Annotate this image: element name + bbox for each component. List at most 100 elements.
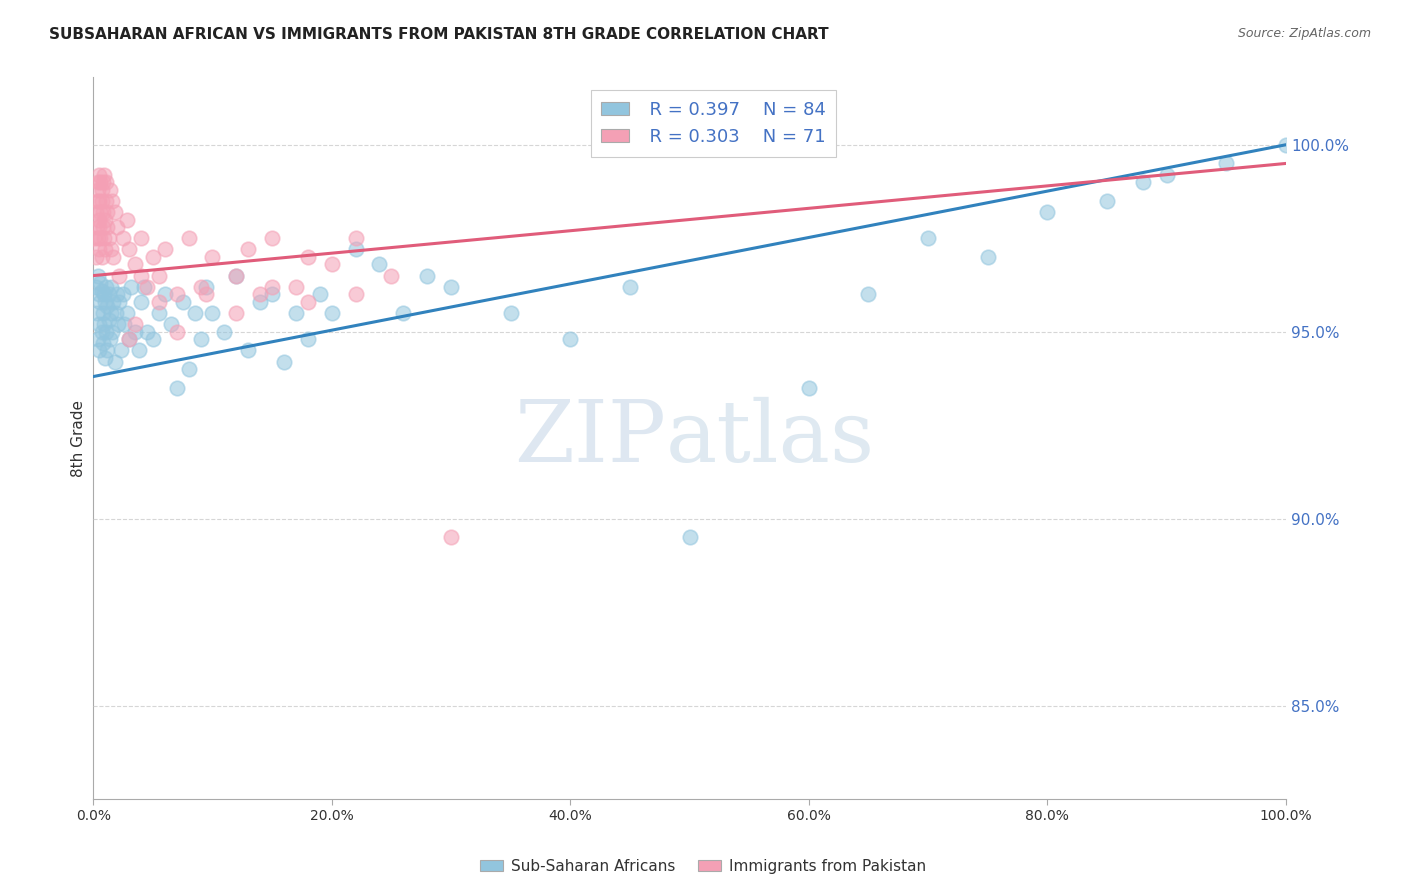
- Point: [96, 219, 118, 234]
- Point: [1215, 156, 1237, 170]
- Point: [440, 280, 463, 294]
- Point: [100, 306, 122, 320]
- Point: [96, 194, 118, 208]
- Point: [115, 212, 138, 227]
- Point: [297, 332, 319, 346]
- Point: [172, 294, 194, 309]
- Point: [96, 299, 118, 313]
- Point: [104, 354, 127, 368]
- Point: [129, 231, 152, 245]
- Point: [166, 325, 188, 339]
- Point: [89, 317, 111, 331]
- Point: [262, 287, 284, 301]
- Point: [89, 168, 111, 182]
- Point: [1275, 137, 1298, 152]
- Point: [108, 294, 131, 309]
- Point: [201, 250, 224, 264]
- Point: [96, 280, 118, 294]
- Point: [89, 219, 111, 234]
- Point: [135, 280, 157, 294]
- Point: [86, 219, 108, 234]
- Point: [96, 325, 118, 339]
- Point: [96, 343, 118, 358]
- Point: [344, 287, 367, 301]
- Point: [86, 306, 108, 320]
- Point: [87, 231, 110, 245]
- Point: [321, 257, 343, 271]
- Point: [93, 168, 115, 182]
- Point: [111, 231, 134, 245]
- Point: [96, 205, 118, 219]
- Point: [93, 287, 115, 301]
- Point: [96, 175, 118, 189]
- Point: [84, 205, 107, 219]
- Point: [98, 332, 121, 346]
- Point: [89, 175, 111, 189]
- Point: [103, 250, 125, 264]
- Point: [308, 287, 330, 301]
- Point: [100, 280, 122, 294]
- Point: [108, 268, 131, 283]
- Point: [321, 306, 343, 320]
- Point: [142, 250, 165, 264]
- Point: [89, 212, 111, 227]
- Point: [1036, 205, 1059, 219]
- Point: [225, 268, 247, 283]
- Point: [678, 530, 700, 544]
- Text: Source: ZipAtlas.com: Source: ZipAtlas.com: [1237, 27, 1371, 40]
- Point: [195, 280, 218, 294]
- Point: [148, 268, 170, 283]
- Point: [1095, 194, 1118, 208]
- Y-axis label: 8th Grade: 8th Grade: [72, 400, 86, 476]
- Point: [153, 287, 176, 301]
- Point: [177, 362, 200, 376]
- Point: [917, 231, 939, 245]
- Point: [148, 294, 170, 309]
- Point: [103, 294, 125, 309]
- Point: [87, 175, 110, 189]
- Point: [118, 332, 141, 346]
- Point: [89, 287, 111, 301]
- Point: [128, 343, 150, 358]
- Point: [89, 231, 111, 245]
- Point: [89, 294, 111, 309]
- Point: [225, 306, 247, 320]
- Point: [392, 306, 415, 320]
- Point: [89, 194, 111, 208]
- Text: SUBSAHARAN AFRICAN VS IMMIGRANTS FROM PAKISTAN 8TH GRADE CORRELATION CHART: SUBSAHARAN AFRICAN VS IMMIGRANTS FROM PA…: [49, 27, 828, 42]
- Point: [97, 287, 120, 301]
- Point: [101, 325, 124, 339]
- Point: [90, 183, 112, 197]
- Point: [94, 212, 117, 227]
- Point: [97, 313, 120, 327]
- Point: [91, 219, 114, 234]
- Point: [91, 306, 114, 320]
- Point: [858, 287, 880, 301]
- Point: [190, 280, 212, 294]
- Point: [93, 317, 115, 331]
- Point: [142, 332, 165, 346]
- Point: [797, 381, 820, 395]
- Point: [87, 332, 110, 346]
- Point: [1132, 175, 1154, 189]
- Point: [91, 205, 114, 219]
- Legend: Sub-Saharan Africans, Immigrants from Pakistan: Sub-Saharan Africans, Immigrants from Pa…: [474, 853, 932, 880]
- Point: [440, 530, 463, 544]
- Point: [380, 268, 402, 283]
- Point: [416, 268, 439, 283]
- Point: [249, 287, 271, 301]
- Point: [110, 343, 132, 358]
- Point: [124, 325, 146, 339]
- Point: [135, 325, 157, 339]
- Point: [112, 317, 135, 331]
- Point: [104, 306, 127, 320]
- Point: [86, 194, 108, 208]
- Point: [107, 317, 129, 331]
- Point: [100, 243, 122, 257]
- Point: [134, 280, 156, 294]
- Point: [153, 243, 176, 257]
- Point: [560, 332, 582, 346]
- Point: [284, 306, 307, 320]
- Point: [177, 231, 200, 245]
- Point: [344, 231, 367, 245]
